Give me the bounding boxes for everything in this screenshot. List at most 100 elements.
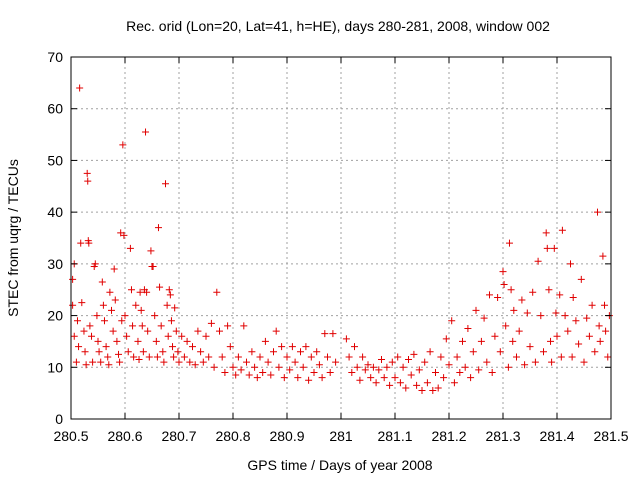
- data-point: [510, 306, 518, 314]
- data-point: [253, 374, 261, 382]
- data-point: [251, 363, 259, 371]
- data-point: [407, 371, 415, 379]
- data-point: [467, 374, 475, 382]
- data-point: [172, 327, 180, 335]
- data-point: [119, 141, 127, 149]
- data-point: [561, 312, 569, 320]
- data-point: [434, 384, 442, 392]
- data-point: [558, 226, 566, 234]
- data-point: [383, 363, 391, 371]
- data-point: [450, 379, 458, 387]
- data-point: [115, 350, 123, 358]
- data-point: [505, 239, 513, 247]
- data-point: [104, 353, 112, 361]
- data-point: [154, 224, 162, 232]
- data-point: [283, 353, 291, 361]
- x-tick-label: 280.9: [269, 428, 304, 444]
- data-point: [543, 244, 551, 252]
- data-point: [102, 343, 110, 351]
- data-point: [143, 288, 151, 296]
- data-point: [534, 257, 542, 265]
- data-point: [259, 368, 267, 376]
- data-point: [583, 314, 591, 322]
- data-point: [163, 301, 171, 309]
- data-point: [70, 332, 78, 340]
- data-point: [73, 317, 81, 325]
- data-point: [256, 353, 264, 361]
- data-point: [152, 337, 160, 345]
- data-point: [270, 348, 277, 356]
- data-point: [286, 366, 294, 374]
- x-tick-label: 281.1: [377, 428, 412, 444]
- x-tick-label: 281.2: [431, 428, 466, 444]
- data-point: [548, 358, 556, 366]
- data-point: [116, 358, 124, 366]
- data-point: [157, 322, 165, 330]
- data-point: [237, 366, 245, 374]
- data-point: [483, 358, 491, 366]
- data-point: [272, 327, 280, 335]
- data-point: [98, 278, 106, 286]
- data-point: [151, 312, 159, 320]
- data-point: [448, 317, 456, 325]
- data-point: [110, 265, 118, 273]
- data-point: [194, 327, 202, 335]
- data-point: [91, 260, 99, 268]
- data-point: [504, 363, 512, 371]
- data-point: [111, 296, 119, 304]
- data-point: [423, 379, 431, 387]
- data-point: [142, 128, 150, 136]
- data-point: [83, 169, 91, 177]
- data-point: [144, 327, 152, 335]
- x-tick-label: 281.5: [593, 428, 628, 444]
- data-point: [521, 361, 529, 369]
- data-point: [165, 286, 173, 294]
- data-point: [426, 348, 434, 356]
- data-point: [518, 296, 526, 304]
- data-point: [147, 247, 155, 255]
- data-point: [388, 358, 396, 366]
- data-point: [183, 337, 191, 345]
- data-point: [167, 317, 175, 325]
- data-point: [568, 353, 576, 361]
- data-point: [348, 368, 356, 376]
- data-point: [229, 363, 237, 371]
- data-point: [432, 368, 439, 376]
- y-tick-label: 30: [47, 256, 63, 272]
- data-point: [178, 332, 186, 340]
- data-point: [580, 358, 588, 366]
- data-point: [81, 348, 89, 356]
- y-tick-labels: 0 10 20 30 40 50 60 70: [47, 49, 63, 427]
- data-point: [261, 337, 269, 345]
- data-point: [557, 353, 565, 361]
- data-point: [267, 371, 275, 379]
- data-point: [461, 363, 469, 371]
- data-point: [326, 368, 334, 376]
- data-point: [197, 348, 205, 356]
- data-point: [553, 332, 561, 340]
- data-point: [602, 327, 610, 335]
- data-point: [459, 337, 466, 345]
- chart-title: Rec. orid (Lon=20, Lat=41, h=HE), days 2…: [126, 18, 550, 34]
- data-point: [567, 260, 574, 268]
- data-point: [396, 379, 404, 387]
- data-point: [137, 306, 145, 314]
- data-point: [472, 306, 480, 314]
- data-point: [166, 291, 174, 299]
- data-point: [180, 353, 188, 361]
- data-point: [94, 337, 102, 345]
- data-point: [591, 348, 599, 356]
- data-point: [221, 368, 229, 376]
- data-point: [280, 374, 288, 382]
- data-point: [453, 353, 461, 361]
- data-point: [76, 84, 84, 92]
- data-point: [130, 353, 138, 361]
- data-point: [234, 353, 242, 361]
- data-point: [329, 330, 337, 338]
- data-point: [529, 288, 537, 296]
- data-point: [372, 379, 380, 387]
- data-point: [232, 371, 240, 379]
- data-point: [500, 281, 508, 289]
- y-axis-label: STEC from uqrg / TECUs: [5, 159, 21, 317]
- y-tick-label: 10: [47, 359, 63, 375]
